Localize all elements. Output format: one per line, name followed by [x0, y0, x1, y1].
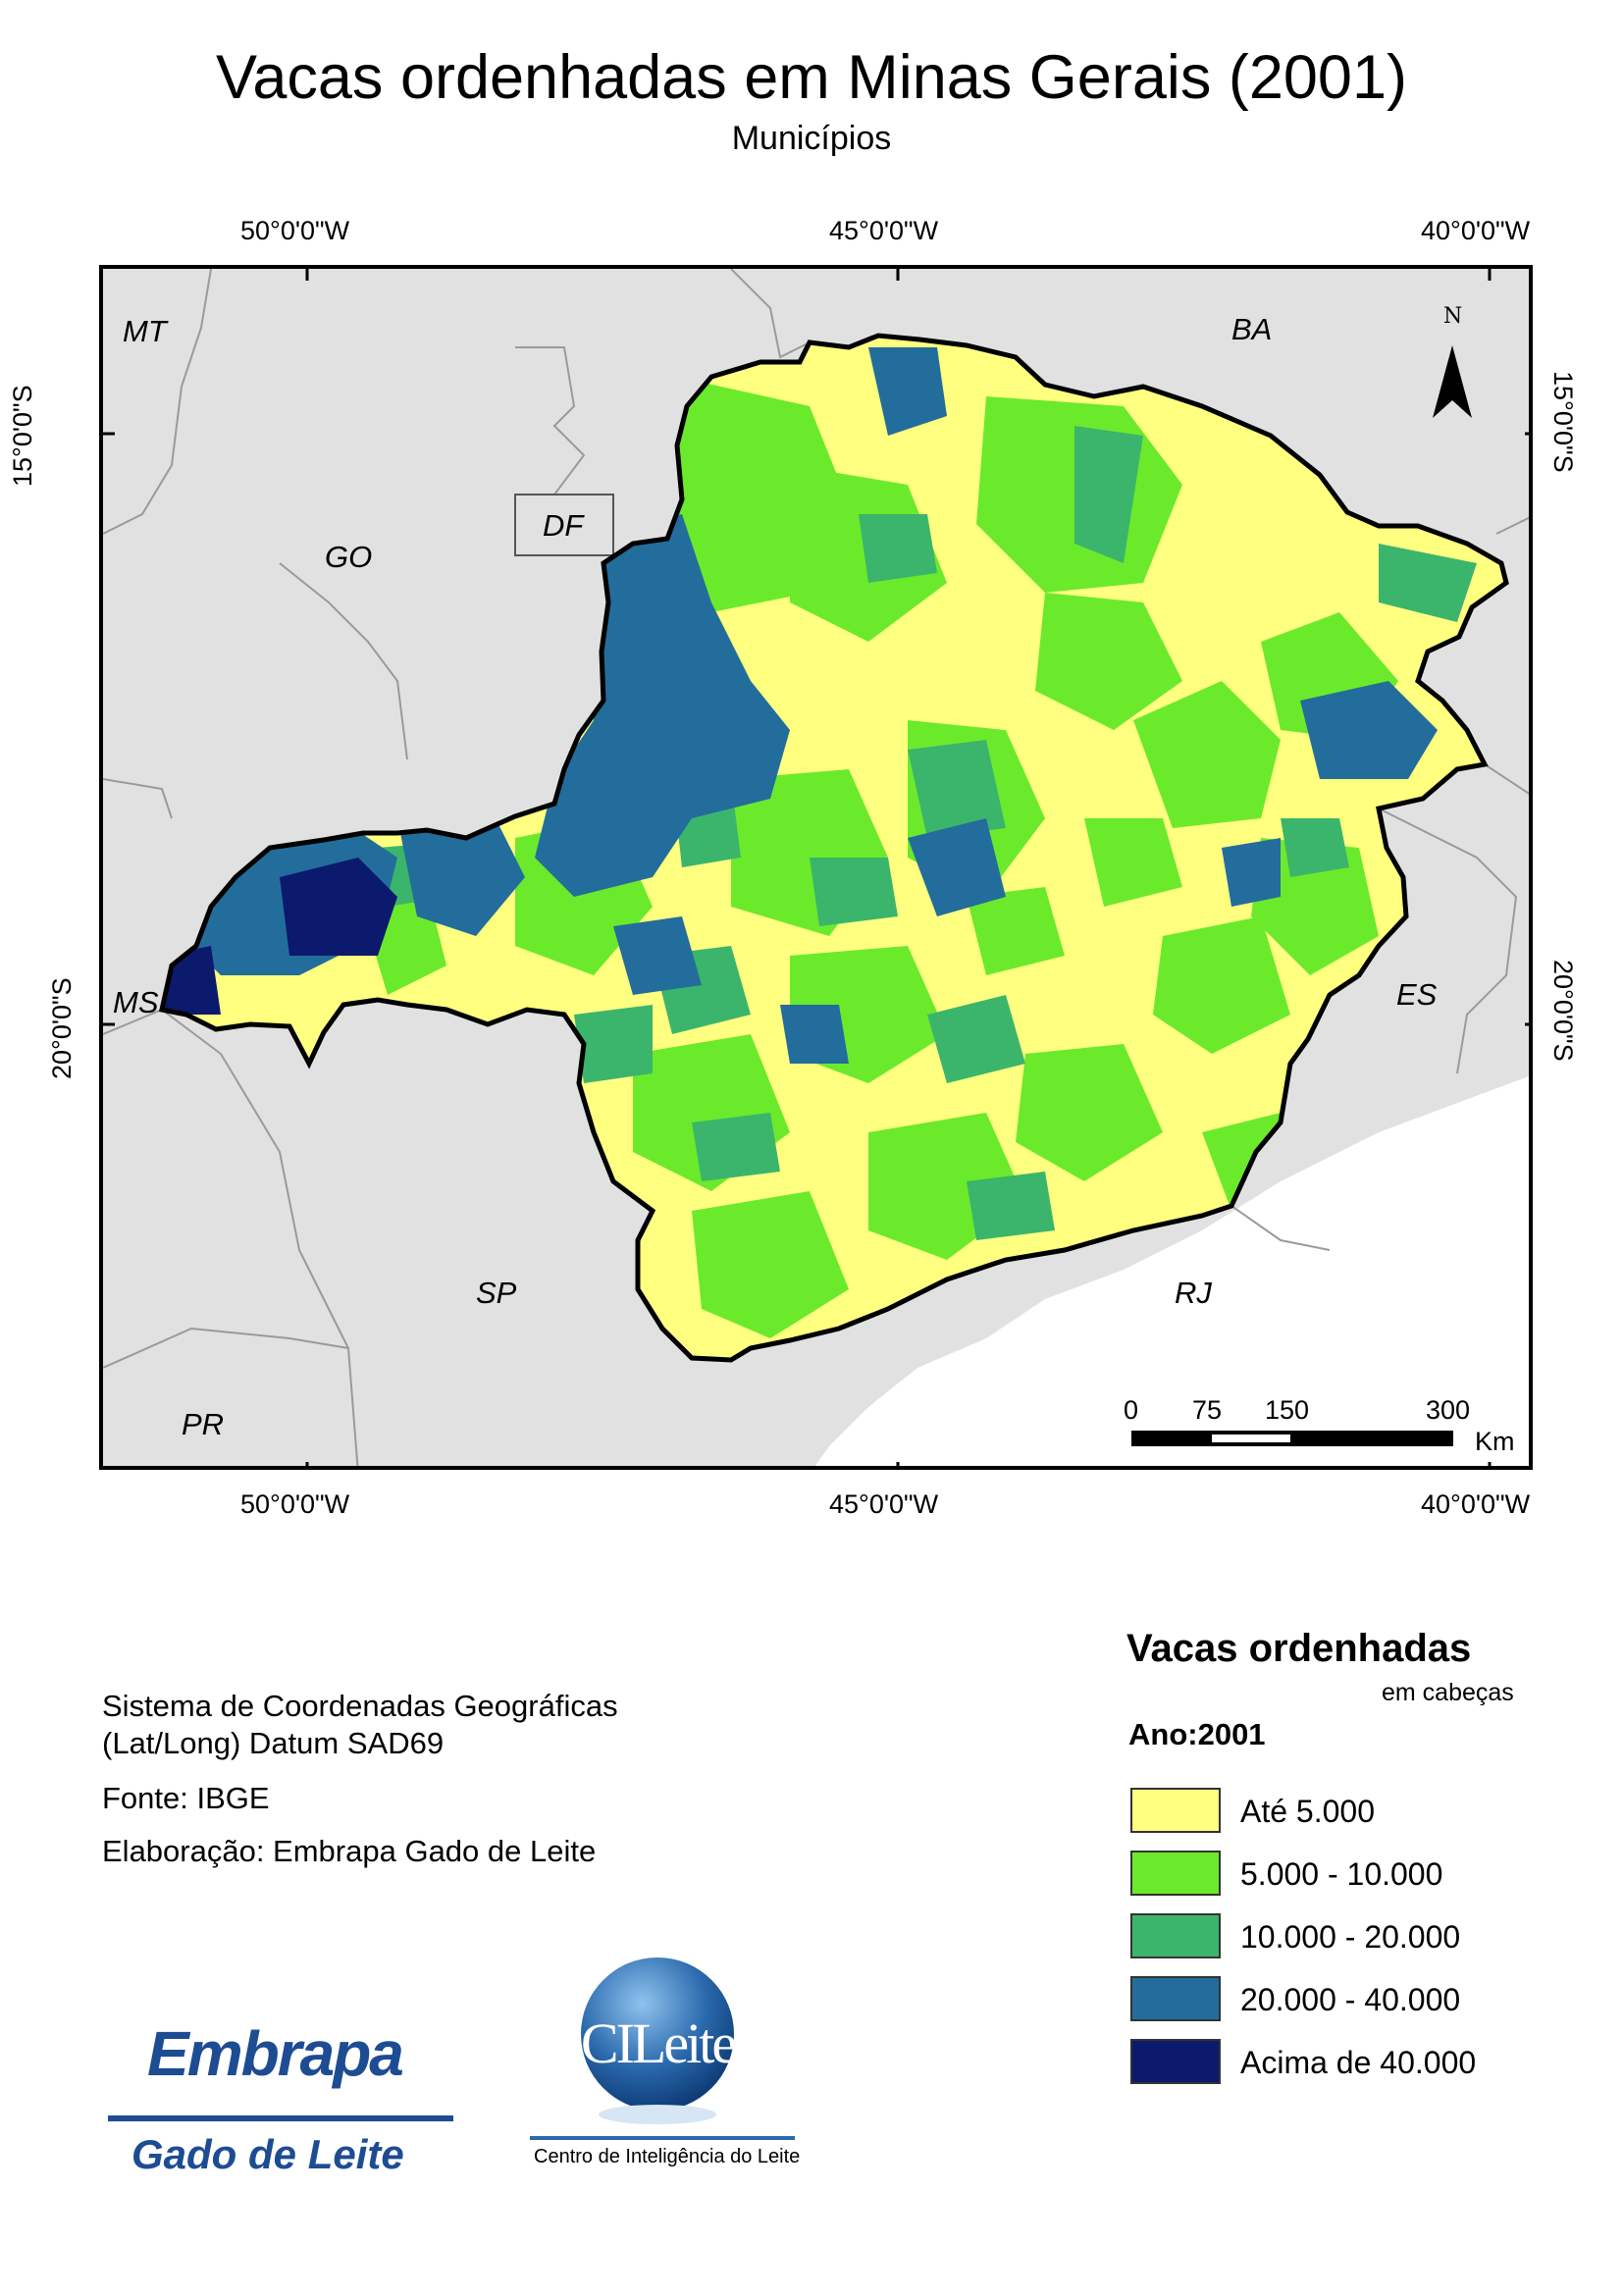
ocean-area	[814, 1075, 1529, 1466]
state-label-go: GO	[325, 540, 373, 574]
cileite-logo-line	[530, 2136, 795, 2140]
state-label-ba: BA	[1231, 312, 1273, 346]
map-canvas	[103, 269, 1529, 1466]
lat-label-right-20s: 20°0'0"S	[1548, 960, 1578, 1062]
legend-label: 5.000 - 10.000	[1240, 1856, 1443, 1892]
state-label-mt: MT	[123, 314, 167, 348]
north-arrow-icon	[1433, 345, 1472, 418]
coord-system-line1: Sistema de Coordenadas Geográficas	[102, 1689, 618, 1723]
legend-label: Até 5.000	[1240, 1794, 1375, 1829]
graticule-ticks	[103, 269, 1529, 1466]
lon-label-bottom-40w: 40°0'0"W	[1421, 1489, 1531, 1519]
minas-gerais-outline	[159, 333, 1509, 1363]
legend-label: 20.000 - 40.000	[1240, 1982, 1461, 2017]
lat-label-left-15s: 15°0'0"S	[8, 385, 37, 487]
cileite-logo: CILeite Centro de Inteligência do Leite	[530, 1946, 805, 2171]
legend-label: Acima de 40.000	[1240, 2045, 1477, 2080]
lon-label-top-50w: 50°0'0"W	[240, 216, 350, 245]
legend-item: Acima de 40.000	[1130, 2039, 1543, 2086]
legend-title: Vacas ordenhadas	[1126, 1627, 1472, 1670]
coord-system-line2: (Lat/Long) Datum SAD69	[102, 1726, 445, 1760]
lon-label-top-40w: 40°0'0"W	[1421, 216, 1531, 245]
legend-swatch	[1130, 1788, 1221, 1833]
state-label-df: DF	[543, 508, 584, 543]
state-boundaries	[103, 269, 1529, 1466]
scale-bar-graphic	[1131, 1431, 1453, 1446]
df-boundary	[514, 494, 614, 556]
legend-swatch	[1130, 1976, 1221, 2021]
state-label-rj: RJ	[1175, 1276, 1212, 1310]
legend-year: Ano:2001	[1128, 1717, 1266, 1751]
north-label: N	[1443, 304, 1463, 329]
legend-item: Até 5.000	[1130, 1788, 1543, 1835]
legend-swatch	[1130, 1913, 1221, 1958]
state-label-ms: MS	[113, 985, 159, 1019]
lon-label-bottom-50w: 50°0'0"W	[240, 1489, 350, 1519]
state-label-es: ES	[1396, 977, 1438, 1012]
embrapa-logo-word: Embrapa	[147, 2018, 404, 2089]
cileite-logo-word: CILeite	[580, 2011, 737, 2075]
map-subtitle: Municípios	[731, 120, 892, 157]
map-frame: MT BA GO DF MS ES SP RJ PR N 0 75 150 30…	[99, 265, 1533, 1470]
embrapa-logo: Embrapa Gado de Leite	[108, 2017, 453, 2189]
cileite-logo-caption: Centro de Inteligência do Leite	[534, 2146, 801, 2167]
embrapa-logo-unit: Gado de Leite	[131, 2131, 404, 2177]
lat-label-left-20s: 20°0'0"S	[47, 977, 77, 1079]
lon-label-bottom-45w: 45°0'0"W	[829, 1489, 939, 1519]
author-text: Elaboração: Embrapa Gado de Leite	[102, 1834, 597, 1868]
map-title: Vacas ordenhadas em Minas Gerais (2001)	[216, 43, 1407, 112]
legend-unit: em cabeças	[1382, 1679, 1514, 1706]
cileite-globe-icon	[581, 1957, 734, 2124]
lat-label-right-15s: 15°0'0"S	[1548, 371, 1578, 473]
scale-tick-0: 0	[1124, 1395, 1139, 1425]
scale-unit: Km	[1475, 1427, 1515, 1456]
legend-label: 10.000 - 20.000	[1240, 1919, 1461, 1955]
state-label-pr: PR	[182, 1407, 225, 1441]
legend-swatch	[1130, 2039, 1221, 2084]
legend-swatch	[1130, 1851, 1221, 1896]
scale-tick-300: 300	[1426, 1395, 1471, 1425]
scale-tick-150: 150	[1265, 1395, 1310, 1425]
embrapa-logo-bar	[108, 2115, 453, 2121]
legend-item: 10.000 - 20.000	[1130, 1913, 1543, 1960]
lon-label-top-45w: 45°0'0"W	[829, 216, 939, 245]
legend-item: 20.000 - 40.000	[1130, 1976, 1543, 2023]
legend-item: 5.000 - 10.000	[1130, 1851, 1543, 1898]
scale-tick-75: 75	[1192, 1395, 1223, 1425]
source-text: Fonte: IBGE	[102, 1781, 270, 1815]
state-label-sp: SP	[476, 1276, 517, 1310]
